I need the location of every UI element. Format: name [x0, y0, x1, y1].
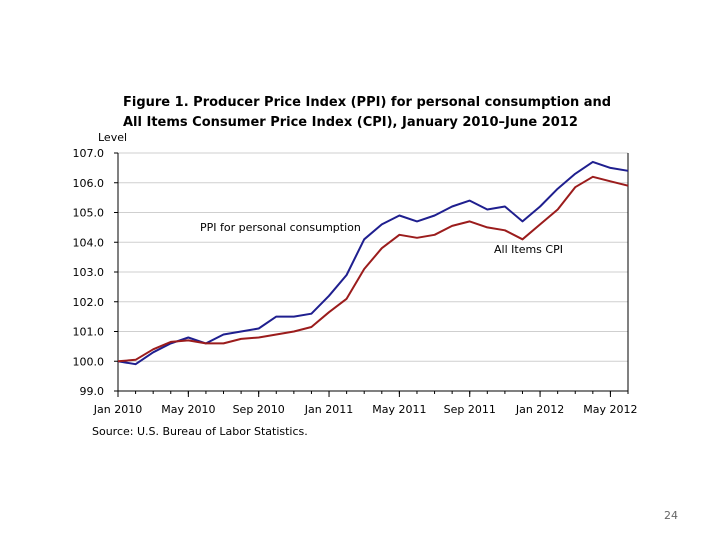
- series-label-ppi: PPI for personal consumption: [200, 221, 361, 234]
- x-axis-ticks: Jan 2010 May 2010 Sep 2010 Jan 2011 May 2011…: [93, 391, 638, 416]
- y-tick-label: 102.0: [73, 296, 105, 309]
- y-tick-label: 107.0: [73, 147, 105, 160]
- source-note: Source: U.S. Bureau of Labor Statistics.: [92, 425, 308, 438]
- x-tick-label: May 2012: [583, 403, 637, 416]
- y-tick-label: 103.0: [73, 266, 105, 279]
- gridlines: [118, 152, 628, 362]
- y-tick-label: 100.0: [73, 355, 105, 368]
- series-line-cpi: [117, 175, 629, 363]
- y-tick-label: 104.0: [73, 236, 105, 249]
- series-line-ppi: [117, 160, 629, 366]
- page-number: 24: [664, 509, 678, 522]
- y-tick-label: 105.0: [73, 207, 105, 220]
- y-axis-label: Level: [98, 131, 127, 144]
- x-tick-label: Sep 2010: [233, 403, 285, 416]
- x-tick-label: Jan 2012: [515, 403, 564, 416]
- y-axis-ticks: 99.0 100.0 101.0 102.0 103.0 104.0 105.0 106.0 1…: [73, 147, 118, 398]
- y-tick-label: 101.0: [73, 326, 105, 339]
- y-tick-label: 99.0: [80, 385, 105, 398]
- series-label-cpi: All Items CPI: [494, 243, 563, 256]
- x-tick-label: May 2010: [161, 403, 215, 416]
- x-tick-label: Jan 2010: [93, 403, 142, 416]
- chart-title-line-2: All Items Consumer Price Index (CPI), Ja…: [123, 115, 578, 130]
- chart-title: Figure 1. Producer Price Index (PPI) for…: [123, 93, 611, 133]
- x-tick-label: Jan 2011: [304, 403, 353, 416]
- series-group: [117, 160, 629, 366]
- chart-title-line-1: Figure 1. Producer Price Index (PPI) for…: [123, 95, 612, 110]
- y-tick-label: 106.0: [73, 177, 105, 190]
- x-tick-label: Sep 2011: [444, 403, 496, 416]
- x-tick-label: May 2011: [372, 403, 426, 416]
